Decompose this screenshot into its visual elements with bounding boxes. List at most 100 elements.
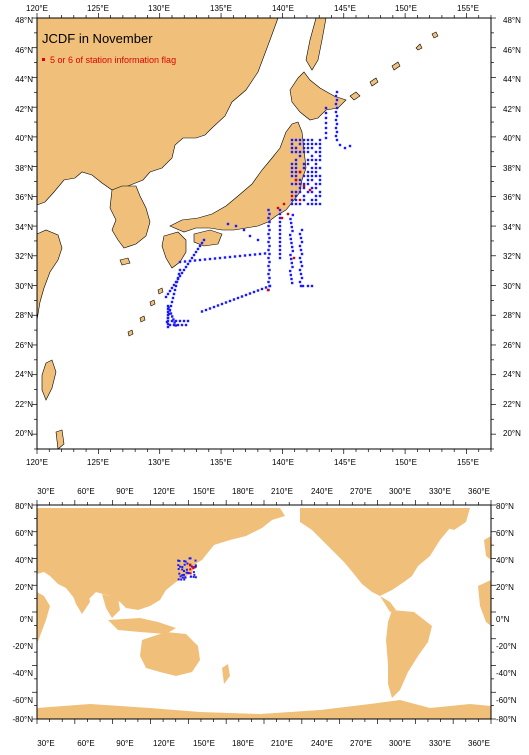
- station-marker: [237, 297, 239, 299]
- station-marker: [344, 147, 346, 149]
- station-marker: [319, 191, 321, 193]
- station-marker: [268, 221, 270, 223]
- lat-label: 36°N: [15, 193, 33, 202]
- lon-label: 120°E: [26, 458, 48, 467]
- station-marker: [190, 557, 192, 559]
- station-marker: [315, 183, 317, 185]
- station-marker: [267, 289, 269, 291]
- bottom-map: 30°E 60°E 90°E 120°E 150°E 180°E 210°E 2…: [12, 487, 516, 748]
- lat-label: 42°N: [15, 105, 33, 114]
- lat-label: 80°N: [15, 502, 33, 511]
- station-marker: [199, 245, 201, 247]
- station-marker: [204, 258, 206, 260]
- station-marker: [311, 155, 313, 157]
- lat-label: 20°N: [496, 583, 514, 592]
- station-marker: [307, 139, 309, 141]
- station-marker: [295, 179, 297, 181]
- lon-label: 120°E: [153, 739, 175, 748]
- station-marker: [193, 576, 195, 578]
- station-marker: [268, 261, 270, 263]
- station-marker: [299, 139, 301, 141]
- station-marker: [189, 568, 191, 570]
- station-marker: [307, 159, 309, 161]
- station-marker: [336, 91, 338, 93]
- station-marker: [267, 265, 269, 267]
- station-marker: [261, 288, 263, 290]
- station-marker: [173, 324, 175, 326]
- station-marker: [300, 273, 302, 275]
- station-marker: [291, 143, 293, 145]
- station-marker: [268, 253, 270, 255]
- lon-label: 150°E: [395, 4, 417, 13]
- station-marker: [213, 306, 215, 308]
- lat-label: 20°N: [15, 583, 33, 592]
- station-marker: [319, 203, 321, 205]
- station-marker: [291, 195, 293, 197]
- station-marker: [187, 320, 189, 322]
- station-marker: [221, 303, 223, 305]
- station-marker: [311, 175, 313, 177]
- station-marker: [301, 229, 303, 231]
- lon-label: 140°E: [272, 458, 294, 467]
- station-marker: [268, 245, 270, 247]
- lat-label: -60°N: [496, 696, 517, 705]
- bottom-map-lat-labels-left: 80°N 60°N 40°N 20°N 0°N -20°N -40°N -60°…: [12, 502, 33, 724]
- bottom-map-lon-labels-bottom: 30°E 60°E 90°E 120°E 150°E 180°E 210°E 2…: [37, 739, 490, 748]
- station-marker: [319, 175, 321, 177]
- station-marker: [189, 564, 191, 566]
- station-marker: [319, 159, 321, 161]
- lat-label: 20°N: [15, 429, 33, 438]
- station-marker: [291, 151, 293, 153]
- station-marker: [257, 289, 259, 291]
- station-marker: [179, 320, 181, 322]
- station-marker: [268, 277, 270, 279]
- station-marker: [307, 171, 309, 173]
- station-marker: [178, 568, 180, 570]
- station-marker: [301, 253, 303, 255]
- lat-label: 30°N: [15, 282, 33, 291]
- lat-label: 26°N: [15, 341, 33, 350]
- station-marker: [325, 112, 327, 114]
- station-marker: [249, 254, 251, 256]
- station-marker: [295, 151, 297, 153]
- station-marker: [171, 287, 173, 289]
- station-marker: [335, 103, 337, 105]
- lat-label: 46°N: [503, 46, 521, 55]
- station-marker: [291, 199, 293, 201]
- station-marker: [290, 242, 292, 244]
- station-marker: [299, 233, 301, 235]
- station-marker: [303, 139, 305, 141]
- station-marker: [229, 256, 231, 258]
- lon-label: 130°E: [148, 4, 170, 13]
- station-marker: [267, 241, 269, 243]
- lon-label: 330°E: [429, 739, 451, 748]
- station-marker: [177, 324, 179, 326]
- station-marker: [287, 213, 289, 215]
- station-marker: [325, 137, 327, 139]
- lon-label: 125°E: [87, 458, 109, 467]
- station-marker: [315, 187, 317, 189]
- station-marker: [279, 237, 281, 239]
- station-marker: [315, 167, 317, 169]
- station-marker: [325, 117, 327, 119]
- station-marker: [257, 239, 259, 241]
- station-marker: [299, 171, 301, 173]
- station-marker: [336, 131, 338, 133]
- lat-label: -20°N: [12, 642, 33, 651]
- lat-label: 28°N: [503, 311, 521, 320]
- station-marker: [315, 163, 317, 165]
- station-marker: [265, 286, 267, 288]
- top-map-lat-labels-left: 48°N 46°N 44°N 42°N 40°N 38°N 36°N 34°N …: [15, 16, 33, 438]
- station-marker: [178, 573, 180, 575]
- station-marker: [197, 248, 199, 250]
- station-marker: [303, 185, 305, 187]
- station-marker: [186, 569, 188, 571]
- station-marker: [267, 217, 269, 219]
- station-marker: [307, 147, 309, 149]
- station-marker: [289, 218, 291, 220]
- station-marker: [167, 320, 169, 322]
- station-marker: [293, 257, 295, 259]
- station-marker: [167, 311, 169, 313]
- station-marker: [307, 285, 309, 287]
- station-marker: [325, 132, 327, 134]
